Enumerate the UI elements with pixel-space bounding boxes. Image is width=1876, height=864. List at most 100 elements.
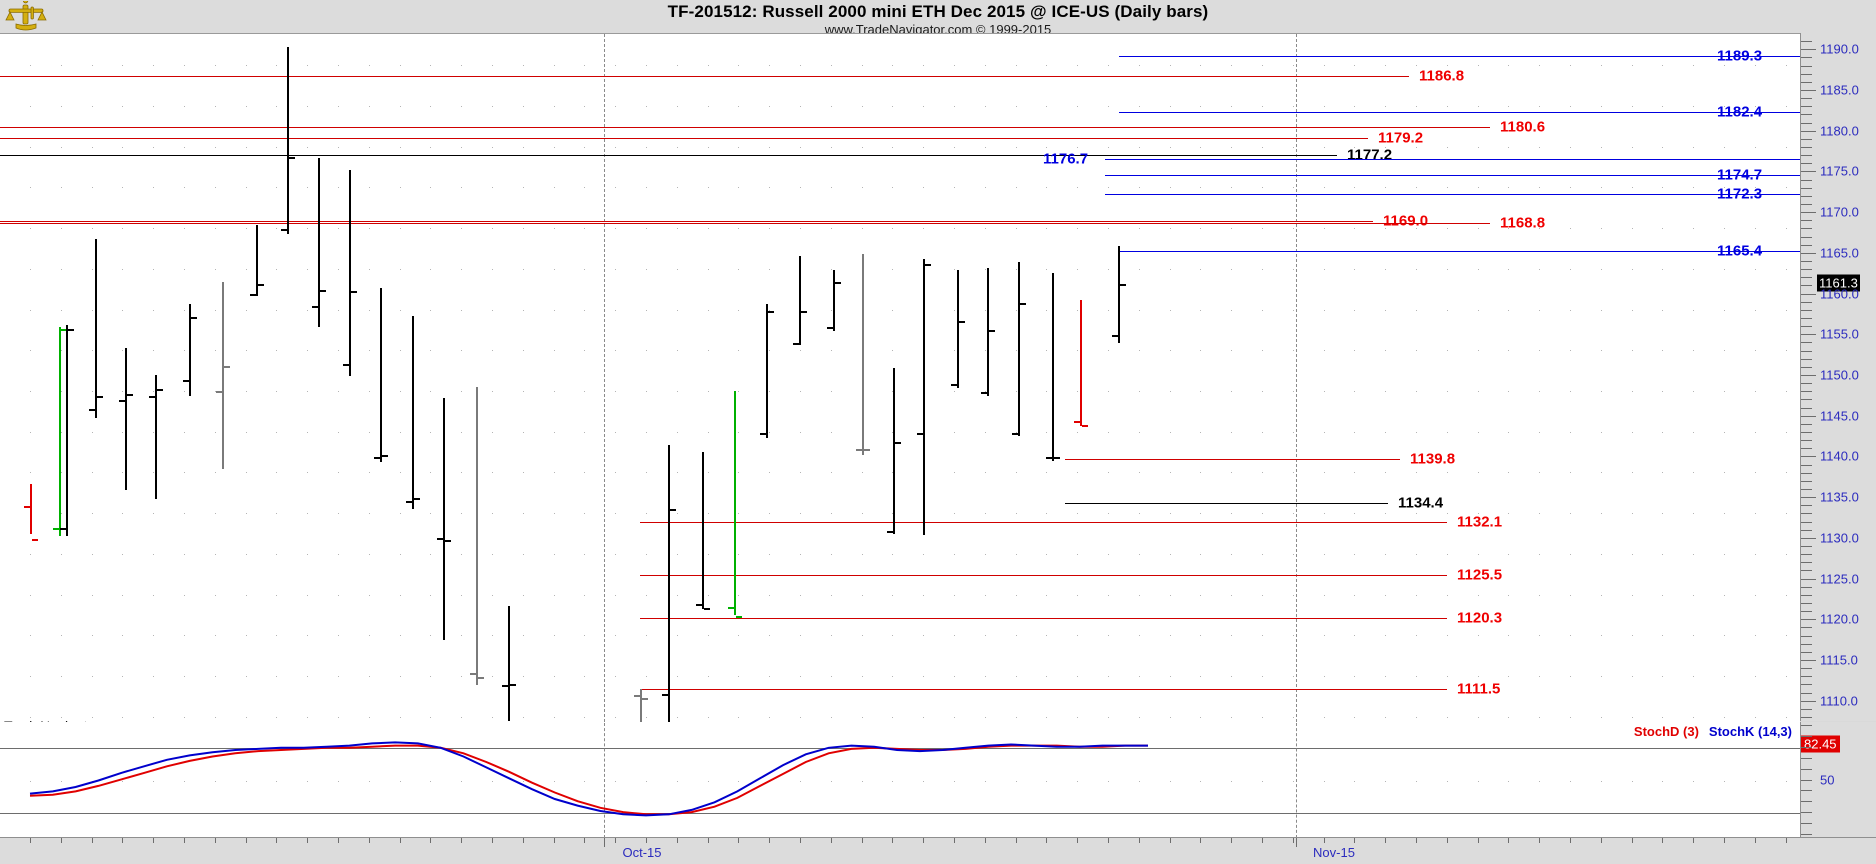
grid-dot <box>584 106 585 107</box>
price-axis-label: 1115.0 <box>1820 652 1858 668</box>
grid-dot <box>1170 391 1171 392</box>
grid-dot <box>92 391 93 392</box>
indicator-axis[interactable]: 82.45 50 <box>1800 722 1876 837</box>
grid-dot <box>584 310 585 311</box>
grid-dot <box>1755 187 1756 188</box>
grid-dot <box>800 781 801 782</box>
ohlc-open-tick <box>216 391 222 394</box>
price-axis-tick <box>1801 465 1812 466</box>
ohlc-bar-range <box>1118 245 1120 344</box>
grid-dot <box>1539 717 1540 718</box>
grid-dot <box>1601 391 1602 392</box>
grid-dot <box>1570 432 1571 433</box>
grid-dot <box>61 432 62 433</box>
grid-dot <box>1508 472 1509 473</box>
price-axis-tick <box>1801 155 1812 156</box>
grid-dot <box>1570 513 1571 514</box>
grid-dot <box>923 676 924 677</box>
grid-dot <box>153 717 154 718</box>
price-level-line[interactable] <box>640 689 1447 691</box>
stochk-curve <box>29 741 1148 817</box>
date-axis[interactable]: Oct-15 Nov-15 <box>0 837 1876 864</box>
grid-dot <box>61 269 62 270</box>
grid-dot <box>1693 595 1694 596</box>
grid-dot <box>1231 554 1232 555</box>
grid-dot <box>30 391 31 392</box>
grid-dot <box>584 65 585 66</box>
grid-dot <box>954 635 955 636</box>
price-level-line[interactable] <box>1119 250 1800 252</box>
grid-dot <box>1108 147 1109 148</box>
grid-dot <box>831 106 832 107</box>
grid-dot <box>1139 595 1140 596</box>
grid-dot <box>276 781 277 782</box>
grid-dot <box>1786 228 1787 229</box>
grid-dot <box>1170 513 1171 514</box>
date-axis-tick <box>1016 838 1017 843</box>
stochastic-indicator-panel[interactable]: StochD (3) StochK (14,3) <box>0 722 1800 838</box>
grid-dot <box>1786 432 1787 433</box>
price-level-line[interactable] <box>0 138 1368 140</box>
price-level-line[interactable] <box>1119 55 1800 57</box>
grid-dot <box>1385 472 1386 473</box>
price-level-line[interactable] <box>640 575 1447 577</box>
grid-dot <box>1570 65 1571 66</box>
grid-dot <box>862 228 863 229</box>
price-level-line[interactable] <box>1105 158 1800 160</box>
price-level-line[interactable] <box>1105 194 1800 196</box>
grid-dot <box>307 391 308 392</box>
grid-dot <box>1139 781 1140 782</box>
price-axis-tick <box>1801 98 1812 99</box>
price-level-line[interactable] <box>1065 502 1388 504</box>
date-axis-tick <box>1354 838 1355 843</box>
grid-dot <box>800 717 801 718</box>
grid-dot <box>1016 187 1017 188</box>
grid-dot <box>215 187 216 188</box>
price-level-line[interactable] <box>640 617 1447 619</box>
price-level-line[interactable] <box>0 221 1373 223</box>
ohlc-open-tick <box>149 395 155 398</box>
grid-dot <box>122 391 123 392</box>
grid-dot <box>1632 635 1633 636</box>
grid-dot <box>92 717 93 718</box>
grid-dot <box>246 676 247 677</box>
price-level-line[interactable] <box>0 154 1337 156</box>
grid-dot <box>1046 310 1047 311</box>
date-axis-tick <box>492 838 493 843</box>
price-axis-tick <box>1801 49 1816 50</box>
grid-dot <box>1786 391 1787 392</box>
price-level-line[interactable] <box>0 76 1409 78</box>
grid-dot <box>1354 676 1355 677</box>
price-axis[interactable]: 1161.3 1190.0 1185.0 1180.0 1175.0 1170.0 116… <box>1800 33 1876 721</box>
grid-dot <box>769 472 770 473</box>
grid-dot <box>554 595 555 596</box>
price-level-line[interactable] <box>640 521 1447 523</box>
price-level-line[interactable] <box>1119 112 1800 114</box>
ohlc-open-tick <box>662 693 668 696</box>
price-level-line[interactable] <box>1105 174 1800 176</box>
grid-dot <box>1385 781 1386 782</box>
ohlc-open-tick <box>250 293 256 296</box>
ohlc-open-tick <box>856 449 862 452</box>
ohlc-open-tick <box>887 530 893 533</box>
grid-dot <box>430 513 431 514</box>
grid-dot <box>184 472 185 473</box>
grid-dot <box>646 554 647 555</box>
price-level-line[interactable] <box>1065 459 1400 460</box>
grid-dot <box>1077 310 1078 311</box>
grid-dot <box>800 228 801 229</box>
price-axis-tick <box>1801 147 1812 148</box>
price-level-line[interactable] <box>0 126 1490 128</box>
grid-dot <box>800 676 801 677</box>
grid-dot <box>1416 554 1417 555</box>
grid-dot <box>1662 781 1663 782</box>
price-level-line[interactable] <box>0 222 1490 224</box>
grid-dot <box>1693 676 1694 677</box>
price-plot-area[interactable]: 1189.3 1186.8 1182.4 1180.6 1179.2 1177.2 1176… <box>0 33 1800 723</box>
grid-dot <box>1200 595 1201 596</box>
grid-dot <box>892 391 893 392</box>
grid-dot <box>1662 554 1663 555</box>
grid-dot <box>122 350 123 351</box>
grid-dot <box>122 554 123 555</box>
grid-dot <box>338 781 339 782</box>
